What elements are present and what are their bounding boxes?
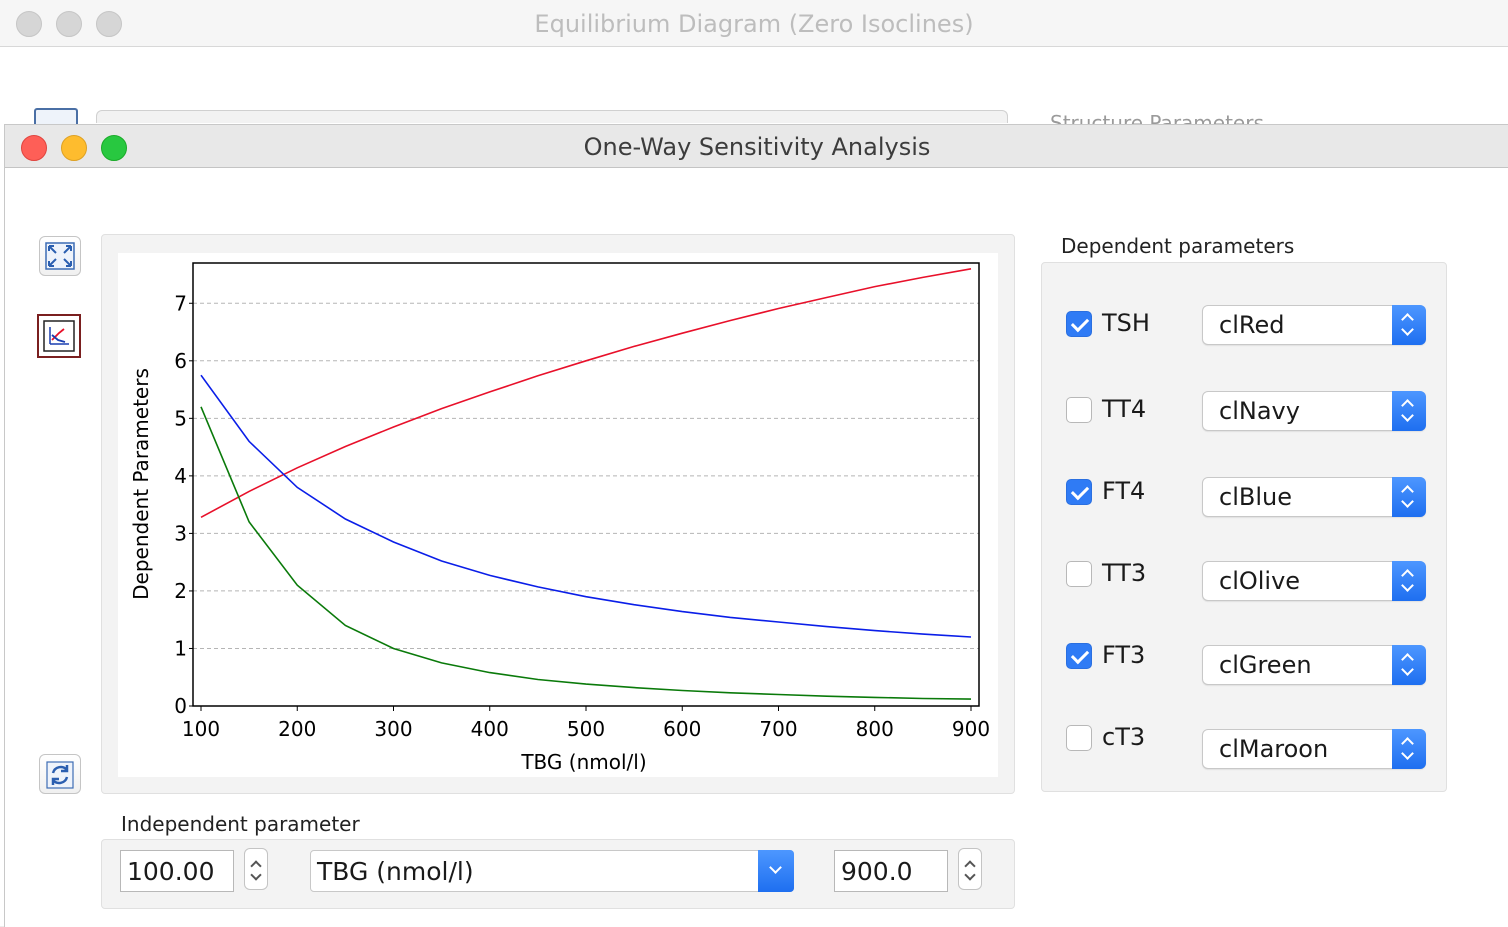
ct3-checkbox[interactable] [1066, 725, 1092, 751]
dependent-row-tsh: TSH clRed [1042, 305, 1446, 349]
expand-arrows-icon [45, 242, 75, 270]
background-window-title: Equilibrium Diagram (Zero Isoclines) [534, 10, 974, 38]
min-value-stepper[interactable] [244, 848, 268, 890]
x-tick-label: 500 [567, 717, 605, 741]
chevron-down-icon [758, 850, 794, 892]
background-toolbar-icon [34, 108, 78, 124]
dependent-parameters-panel: TSH clRed TT4 clNavy FT4 clBlue [1041, 262, 1447, 792]
tt4-checkbox[interactable] [1066, 397, 1092, 423]
ft3-label: FT3 [1102, 641, 1146, 669]
y-tick-label: 3 [174, 521, 187, 545]
background-panel-label: Structure Parameters [1050, 112, 1264, 125]
updown-chevron-icon [1392, 391, 1426, 431]
series-line-ft3 [200, 406, 972, 700]
chart-series [200, 268, 972, 700]
chart-button[interactable] [37, 314, 81, 358]
x-tick-label: 300 [374, 717, 412, 741]
tsh-color-value: clRed [1219, 311, 1285, 339]
window-title: One-Way Sensitivity Analysis [583, 133, 931, 161]
updown-chevron-icon [1392, 561, 1426, 601]
tsh-color-select[interactable]: clRed [1202, 305, 1426, 345]
window-titlebar: One-Way Sensitivity Analysis [5, 125, 1508, 168]
tt4-label: TT4 [1102, 395, 1147, 423]
tsh-label: TSH [1102, 309, 1150, 337]
chart-icon [43, 320, 75, 352]
refresh-button[interactable] [39, 754, 81, 794]
y-axis-label: Dependent Parameters [129, 368, 153, 600]
x-tick-label: 900 [952, 717, 990, 741]
plot-frame [192, 262, 980, 707]
ft3-color-value: clGreen [1219, 651, 1312, 679]
zoom-button[interactable] [101, 135, 127, 161]
ct3-color-value: clMaroon [1219, 735, 1329, 763]
tt4-color-select[interactable]: clNavy [1202, 391, 1426, 431]
ft4-label: FT4 [1102, 477, 1146, 505]
series-line-tsh [200, 268, 972, 519]
x-tick-label: 400 [471, 717, 509, 741]
bg-zoom-button[interactable] [96, 11, 122, 37]
ct3-label: cT3 [1102, 723, 1146, 751]
y-tick-label: 1 [174, 636, 187, 660]
bg-minimize-button[interactable] [56, 11, 82, 37]
bg-close-button[interactable] [16, 11, 42, 37]
ft3-checkbox[interactable] [1066, 643, 1092, 669]
updown-chevron-icon [1392, 305, 1426, 345]
x-tick-label: 200 [278, 717, 316, 741]
y-tick-label: 6 [174, 349, 187, 373]
ft4-checkbox[interactable] [1066, 479, 1092, 505]
tt3-color-select[interactable]: clOlive [1202, 561, 1426, 601]
x-axis-label: TBG (nmol/l) [520, 750, 646, 774]
x-tick-label: 600 [663, 717, 701, 741]
y-tick-label: 5 [174, 406, 187, 430]
ct3-color-select[interactable]: clMaroon [1202, 729, 1426, 769]
refresh-icon [46, 761, 74, 789]
minimize-button[interactable] [61, 135, 87, 161]
sensitivity-chart: 0 1 2 3 4 5 6 7 100 200 300 400 500 600 700 800 900 TBG… [129, 262, 990, 774]
ft3-color-select[interactable]: clGreen [1202, 645, 1426, 685]
y-tick-label: 7 [174, 291, 187, 315]
independent-parameter-select[interactable]: TBG (nmol/l) [310, 850, 794, 892]
tt3-label: TT3 [1102, 559, 1147, 587]
tt3-color-value: clOlive [1219, 567, 1301, 595]
x-tick-label: 800 [856, 717, 894, 741]
y-axis-ticks: 0 1 2 3 4 5 6 7 [174, 291, 193, 718]
chart-panel: 0 1 2 3 4 5 6 7 100 200 300 400 500 600 700 800 900 TBG… [101, 234, 1015, 794]
tt4-color-value: clNavy [1219, 397, 1300, 425]
window-content: 0 1 2 3 4 5 6 7 100 200 300 400 500 600 700 800 900 TBG… [5, 168, 1508, 927]
x-tick-label: 700 [759, 717, 797, 741]
updown-chevron-icon [1392, 729, 1426, 769]
close-button[interactable] [21, 135, 47, 161]
min-value-field[interactable]: 100.00 [120, 850, 234, 892]
dependent-row-tt4: TT4 clNavy [1042, 391, 1446, 435]
tt3-checkbox[interactable] [1066, 561, 1092, 587]
chevron-down-icon [250, 869, 262, 881]
dependent-row-ft4: FT4 clBlue [1042, 475, 1446, 519]
background-panel [96, 110, 1008, 123]
dependent-row-ct3: cT3 clMaroon [1042, 721, 1446, 769]
updown-chevron-icon [1392, 645, 1426, 685]
ft4-color-select[interactable]: clBlue [1202, 477, 1426, 517]
dependent-parameters-title: Dependent parameters [1061, 234, 1295, 258]
background-titlebar: Equilibrium Diagram (Zero Isoclines) [0, 0, 1508, 47]
x-tick-label: 100 [182, 717, 220, 741]
series-line-ft4 [200, 374, 972, 638]
tsh-checkbox[interactable] [1066, 311, 1092, 337]
ft4-color-value: clBlue [1219, 483, 1292, 511]
independent-parameter-value: TBG (nmol/l) [317, 857, 474, 886]
y-tick-label: 2 [174, 579, 187, 603]
y-tick-label: 0 [174, 694, 187, 718]
fullscreen-button[interactable] [39, 236, 81, 276]
chart-canvas: 0 1 2 3 4 5 6 7 100 200 300 400 500 600 700 800 900 TBG… [118, 253, 998, 777]
sensitivity-analysis-window: One-Way Sensitivity Analysis [4, 124, 1508, 927]
chevron-down-icon [964, 869, 976, 881]
updown-chevron-icon [1392, 477, 1426, 517]
dependent-row-tt3: TT3 clOlive [1042, 557, 1446, 601]
x-axis-ticks: 100 200 300 400 500 600 700 800 900 [182, 706, 990, 741]
max-value-stepper[interactable] [958, 848, 982, 890]
independent-parameter-panel: 100.00 TBG (nmol/l) 900.0 [101, 839, 1015, 909]
dependent-row-ft3: FT3 clGreen [1042, 639, 1446, 685]
independent-parameter-title: Independent parameter [121, 812, 360, 836]
y-tick-label: 4 [174, 464, 187, 488]
max-value-field[interactable]: 900.0 [834, 850, 948, 892]
